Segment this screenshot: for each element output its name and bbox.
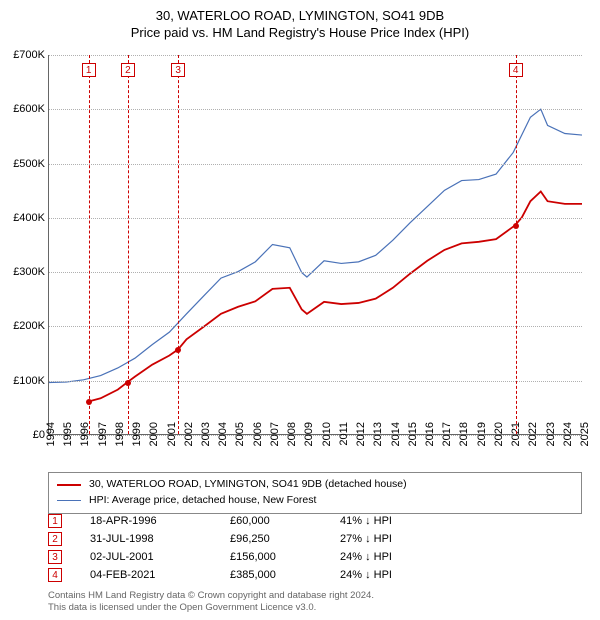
title-block: 30, WATERLOO ROAD, LYMINGTON, SO41 9DB P… — [0, 0, 600, 40]
x-tick-label: 2014 — [390, 422, 402, 452]
sales-date: 31-JUL-1998 — [90, 533, 230, 545]
sale-dot — [125, 380, 131, 386]
y-tick-label: £400K — [1, 212, 45, 224]
y-tick-label: £600K — [1, 103, 45, 115]
sales-price: £60,000 — [230, 515, 340, 527]
x-tick-label: 2001 — [166, 422, 178, 452]
x-tick-label: 2003 — [200, 422, 212, 452]
sales-price: £385,000 — [230, 569, 340, 581]
x-tick-label: 2008 — [286, 422, 298, 452]
sales-table: 1 18-APR-1996£60,00041% ↓ HPI 2 31-JUL-1998… — [48, 512, 430, 584]
sales-idx: 3 — [48, 550, 62, 564]
title-line1: 30, WATERLOO ROAD, LYMINGTON, SO41 9DB — [0, 8, 600, 23]
series-property — [89, 191, 582, 401]
y-tick-label: £100K — [1, 375, 45, 387]
x-tick-label: 2020 — [493, 422, 505, 452]
x-tick-label: 2009 — [303, 422, 315, 452]
sales-diff: 24% ↓ HPI — [340, 551, 430, 563]
x-tick-label: 2012 — [355, 422, 367, 452]
sale-dot — [175, 347, 181, 353]
x-tick-label: 2024 — [562, 422, 574, 452]
x-tick-label: 1997 — [97, 422, 109, 452]
x-tick-label: 2013 — [372, 422, 384, 452]
x-tick-label: 2007 — [269, 422, 281, 452]
x-tick-label: 2006 — [252, 422, 264, 452]
sale-dot — [86, 399, 92, 405]
x-tick-label: 2023 — [545, 422, 557, 452]
x-tick-label: 2015 — [407, 422, 419, 452]
x-tick-label: 1994 — [45, 422, 57, 452]
x-tick-label: 2004 — [217, 422, 229, 452]
y-tick-label: £500K — [1, 158, 45, 170]
chart-plot-area: £0£100K£200K£300K£400K£500K£600K£700K199… — [48, 55, 582, 435]
legend-swatch-hpi — [57, 500, 81, 501]
sales-price: £156,000 — [230, 551, 340, 563]
sale-marker: 4 — [509, 63, 523, 77]
footer: Contains HM Land Registry data © Crown c… — [48, 590, 374, 614]
sale-marker: 3 — [171, 63, 185, 77]
legend-label-property: 30, WATERLOO ROAD, LYMINGTON, SO41 9DB (… — [89, 477, 407, 493]
y-tick-label: £0 — [1, 429, 45, 441]
x-tick-label: 1999 — [131, 422, 143, 452]
x-tick-label: 2005 — [234, 422, 246, 452]
sales-row: 3 02-JUL-2001£156,00024% ↓ HPI — [48, 548, 430, 566]
chart-container: 30, WATERLOO ROAD, LYMINGTON, SO41 9DB P… — [0, 0, 600, 620]
y-tick-label: £300K — [1, 266, 45, 278]
x-tick-label: 2018 — [458, 422, 470, 452]
x-tick-label: 2002 — [183, 422, 195, 452]
x-tick-label: 1995 — [62, 422, 74, 452]
sale-dot — [513, 223, 519, 229]
legend-row-hpi: HPI: Average price, detached house, New … — [57, 493, 573, 509]
sales-diff: 41% ↓ HPI — [340, 515, 430, 527]
sales-price: £96,250 — [230, 533, 340, 545]
footer-line2: This data is licensed under the Open Gov… — [48, 602, 374, 614]
y-tick-label: £700K — [1, 49, 45, 61]
x-tick-label: 2011 — [338, 422, 350, 452]
legend: 30, WATERLOO ROAD, LYMINGTON, SO41 9DB (… — [48, 472, 582, 514]
title-line2: Price paid vs. HM Land Registry's House … — [0, 25, 600, 40]
legend-swatch-property — [57, 484, 81, 486]
sales-date: 18-APR-1996 — [90, 515, 230, 527]
x-tick-label: 1998 — [114, 422, 126, 452]
x-tick-label: 2025 — [579, 422, 591, 452]
sales-idx: 2 — [48, 532, 62, 546]
x-tick-label: 2019 — [476, 422, 488, 452]
x-tick-label: 1996 — [79, 422, 91, 452]
y-tick-label: £200K — [1, 320, 45, 332]
sales-row: 2 31-JUL-1998£96,25027% ↓ HPI — [48, 530, 430, 548]
legend-row-property: 30, WATERLOO ROAD, LYMINGTON, SO41 9DB (… — [57, 477, 573, 493]
sales-date: 04-FEB-2021 — [90, 569, 230, 581]
sales-diff: 27% ↓ HPI — [340, 533, 430, 545]
sales-idx: 4 — [48, 568, 62, 582]
sale-marker: 2 — [121, 63, 135, 77]
x-tick-label: 2022 — [527, 422, 539, 452]
x-tick-label: 2016 — [424, 422, 436, 452]
sales-idx: 1 — [48, 514, 62, 528]
x-tick-label: 2017 — [441, 422, 453, 452]
footer-line1: Contains HM Land Registry data © Crown c… — [48, 590, 374, 602]
x-tick-label: 2000 — [148, 422, 160, 452]
sales-diff: 24% ↓ HPI — [340, 569, 430, 581]
sales-row: 4 04-FEB-2021£385,00024% ↓ HPI — [48, 566, 430, 584]
chart-svg — [49, 55, 582, 434]
legend-label-hpi: HPI: Average price, detached house, New … — [89, 493, 316, 509]
sale-marker: 1 — [82, 63, 96, 77]
series-hpi — [49, 109, 582, 382]
sales-date: 02-JUL-2001 — [90, 551, 230, 563]
sales-row: 1 18-APR-1996£60,00041% ↓ HPI — [48, 512, 430, 530]
x-tick-label: 2010 — [321, 422, 333, 452]
